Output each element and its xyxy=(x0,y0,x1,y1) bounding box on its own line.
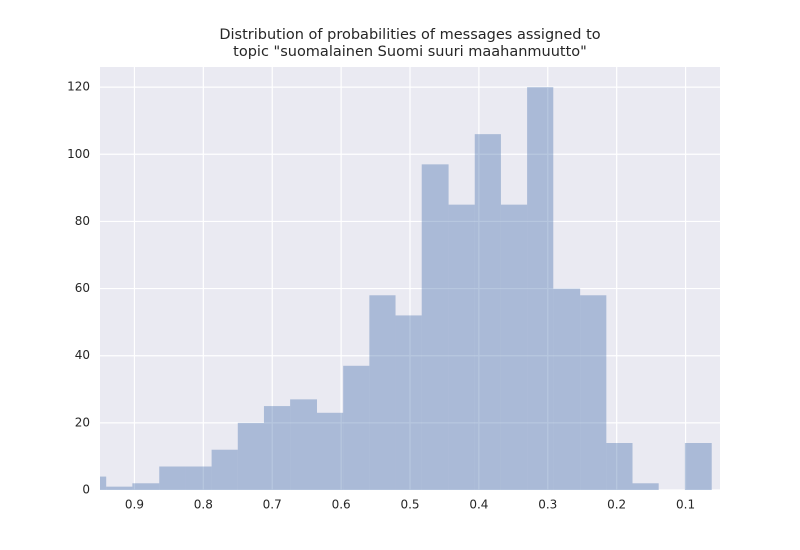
bar xyxy=(237,422,264,490)
bar xyxy=(317,412,344,490)
chart-title: Distribution of probabilities of message… xyxy=(219,27,600,43)
x-tick-label: 0.1 xyxy=(676,498,695,512)
bar xyxy=(421,164,449,490)
y-tick-label: 100 xyxy=(67,147,90,161)
y-tick-label: 0 xyxy=(82,483,90,497)
bar xyxy=(132,483,160,490)
bar xyxy=(343,365,370,490)
bar xyxy=(106,486,133,490)
bar xyxy=(100,476,107,490)
bar xyxy=(684,443,712,490)
bar xyxy=(395,315,422,490)
bar xyxy=(500,204,528,490)
x-tick-label: 0.4 xyxy=(469,498,488,512)
y-tick-label: 20 xyxy=(75,415,90,429)
y-tick-label: 120 xyxy=(67,80,90,94)
chart-title: topic "suomalainen Suomi suuri maahanmuu… xyxy=(233,44,587,60)
bar xyxy=(527,87,554,490)
bar xyxy=(211,449,238,490)
bar xyxy=(185,466,212,490)
x-tick-label: 0.9 xyxy=(125,498,144,512)
x-tick-label: 0.5 xyxy=(400,498,419,512)
x-tick-label: 0.2 xyxy=(607,498,626,512)
bar xyxy=(580,295,607,490)
bars xyxy=(100,87,712,490)
x-tick-label: 0.3 xyxy=(538,498,557,512)
bar xyxy=(474,134,501,490)
y-tick-label: 60 xyxy=(75,281,90,295)
x-tick-label: 0.7 xyxy=(263,498,282,512)
x-tick-label: 0.8 xyxy=(194,498,213,512)
y-tick-label: 40 xyxy=(75,348,90,362)
bar xyxy=(606,443,633,490)
bar xyxy=(159,466,186,490)
bar xyxy=(632,483,659,490)
bar xyxy=(369,295,396,490)
bar xyxy=(448,204,475,490)
bar xyxy=(263,406,291,490)
bar xyxy=(553,288,581,490)
x-tick-label: 0.6 xyxy=(332,498,351,512)
bar xyxy=(290,399,317,490)
y-tick-label: 80 xyxy=(75,214,90,228)
